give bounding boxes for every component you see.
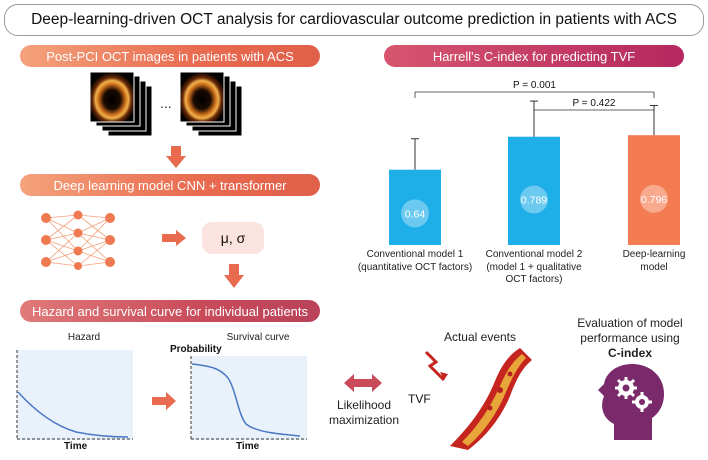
value-badge [640, 184, 668, 213]
hazard-curve [17, 391, 129, 438]
down-arrow-icon [166, 146, 186, 168]
tvf-label: TVF [408, 392, 431, 406]
right-arrow-icon [152, 392, 176, 410]
bar [628, 135, 680, 245]
likelihood-label: Likelihood maximization [318, 398, 410, 428]
survival-plot [190, 356, 307, 440]
category-label: Deep-learning model [589, 249, 708, 274]
oct-stack-right [179, 72, 243, 137]
cindex-bar-chart: 0.64 0.789 0.796 P = 0.001 P = 0.422 [389, 80, 680, 245]
likelihood-line: maximization [328, 413, 400, 427]
p-value-label: P = 0.001 [513, 80, 556, 91]
step-hazard: Hazard and survival curve for individual… [20, 300, 320, 322]
actual-events-label: Actual events [443, 330, 517, 344]
category-label-line: (model 1 + qualitative [486, 261, 582, 273]
lightning-icon [424, 350, 448, 382]
data-label: 0.789 [521, 195, 547, 207]
bar [508, 136, 560, 245]
data-label: 0.796 [641, 194, 667, 206]
category-label-line: model [640, 261, 668, 273]
category-label-line: Conventional model 2 [485, 249, 583, 260]
time-axis-label: Time [236, 441, 260, 452]
evaluation-line: Evaluation of model [577, 316, 683, 330]
category-label: Conventional model 1 (quantitative OCT fa… [350, 249, 480, 274]
oct-stack-left [90, 72, 153, 137]
neural-network-icon [41, 210, 115, 270]
step-oct-images: Post-PCI OCT images in patients with ACS [20, 45, 320, 67]
step-dl-model: Deep learning model CNN + transformer [20, 174, 320, 196]
likelihood-line: Likelihood [336, 398, 392, 412]
artery-icon [450, 348, 532, 450]
evaluation-label: Evaluation of model performance using C-… [560, 316, 700, 361]
category-label: Conventional model 2 (model 1 + qualitati… [469, 249, 599, 287]
time-axis-label: Time [64, 441, 88, 452]
head-gears-icon [598, 364, 664, 440]
value-badge [401, 199, 429, 228]
double-arrow-icon [344, 374, 382, 392]
category-label-line: OCT factors) [505, 274, 563, 285]
oct-image-stacks [90, 72, 243, 137]
chart-title: Harrell's C-index for predicting TVF [384, 45, 684, 67]
hazard-plot-label: Hazard [67, 332, 101, 343]
cindex-label: C-index [607, 346, 652, 360]
mu-sigma-box: μ, σ [202, 222, 264, 254]
survival-plot-label: Survival curve [226, 332, 290, 343]
value-badge [520, 185, 548, 214]
category-label-line: (quantitative OCT factors) [357, 261, 473, 273]
bar [389, 169, 441, 245]
evaluation-line: performance using [580, 331, 680, 345]
p-value-label: P = 0.422 [573, 98, 616, 109]
probability-axis-label: Probability [170, 344, 222, 355]
category-label-line: Conventional model 1 [366, 249, 464, 260]
page-title: Deep-learning-driven OCT analysis for ca… [4, 4, 704, 36]
category-label-line: Deep-learning [622, 249, 686, 260]
survival-curve [191, 363, 301, 437]
hazard-plot [16, 350, 133, 440]
right-arrow-icon [162, 230, 186, 246]
down-arrow-icon [224, 264, 244, 288]
ellipsis: ... [160, 95, 172, 111]
data-label: 0.64 [405, 208, 426, 220]
